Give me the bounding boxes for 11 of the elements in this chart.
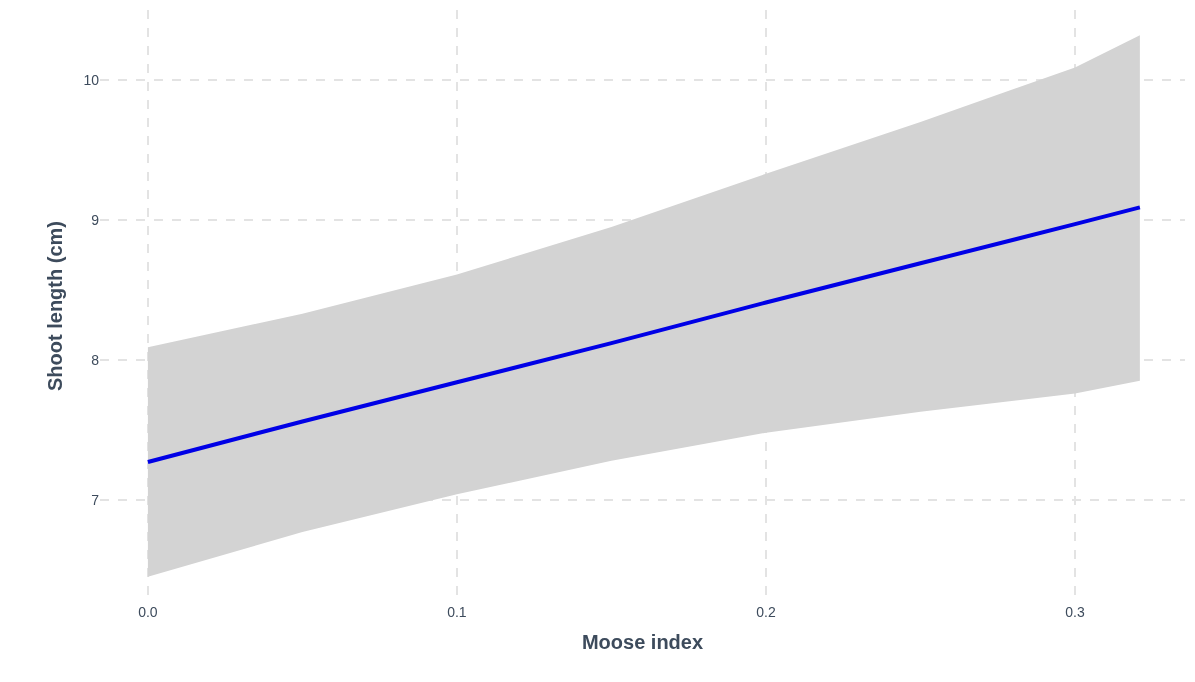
y-tick-label: 8 [91,351,100,368]
line-series [145,205,1142,465]
y-tick-label: 10 [83,71,100,88]
y-tick-label: 9 [91,211,100,228]
x-axis-title: Moose index [581,630,704,653]
x-tick-label: 0.1 [447,604,467,620]
x-tick-label: 0.3 [1065,604,1085,620]
x-tick-label: 0.2 [756,604,776,620]
y-tick-label: 7 [91,491,100,508]
y-axis-title: Shoot length (cm) [43,221,66,391]
x-tick-label: 0.0 [138,604,158,620]
